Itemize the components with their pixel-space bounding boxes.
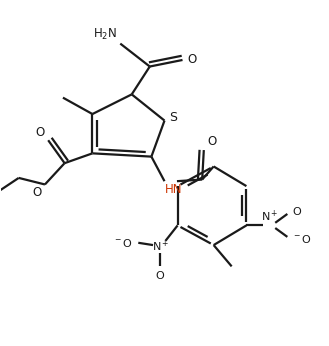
Text: O: O (207, 135, 216, 148)
Text: N$^+$: N$^+$ (152, 239, 170, 254)
Text: O: O (36, 126, 45, 139)
Text: O: O (188, 54, 197, 66)
Text: HN: HN (164, 183, 182, 196)
Text: O: O (32, 186, 42, 199)
Text: H$_2$N: H$_2$N (93, 27, 117, 42)
Text: $^-$O: $^-$O (113, 237, 133, 249)
Text: N$^+$: N$^+$ (261, 209, 278, 224)
Text: O: O (292, 207, 301, 217)
Text: $^-$O: $^-$O (292, 233, 312, 245)
Text: O: O (155, 271, 164, 281)
Text: S: S (169, 111, 177, 124)
